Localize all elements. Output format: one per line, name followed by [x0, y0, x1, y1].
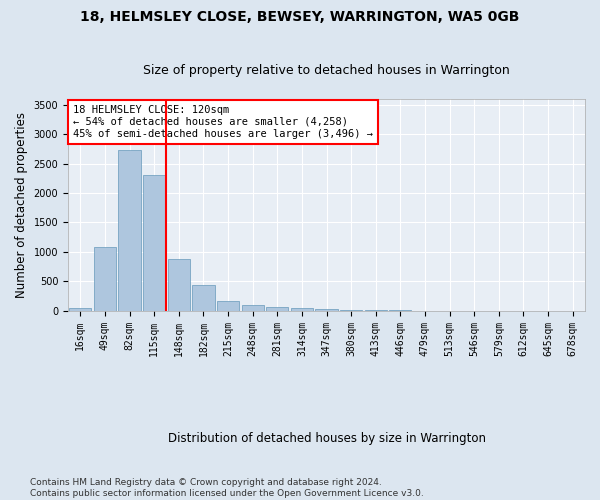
Bar [266, 307, 289, 310]
Bar [242, 305, 264, 310]
Bar [291, 308, 313, 310]
Title: Size of property relative to detached houses in Warrington: Size of property relative to detached ho… [143, 64, 510, 77]
Text: Contains HM Land Registry data © Crown copyright and database right 2024.
Contai: Contains HM Land Registry data © Crown c… [30, 478, 424, 498]
Bar [118, 150, 140, 310]
Bar [94, 246, 116, 310]
Y-axis label: Number of detached properties: Number of detached properties [15, 112, 28, 298]
Bar [69, 308, 91, 310]
Bar [193, 286, 215, 310]
Bar [168, 259, 190, 310]
Bar [217, 301, 239, 310]
X-axis label: Distribution of detached houses by size in Warrington: Distribution of detached houses by size … [167, 432, 485, 445]
Text: 18 HELMSLEY CLOSE: 120sqm
← 54% of detached houses are smaller (4,258)
45% of se: 18 HELMSLEY CLOSE: 120sqm ← 54% of detac… [73, 106, 373, 138]
Text: 18, HELMSLEY CLOSE, BEWSEY, WARRINGTON, WA5 0GB: 18, HELMSLEY CLOSE, BEWSEY, WARRINGTON, … [80, 10, 520, 24]
Bar [143, 176, 165, 310]
Bar [316, 309, 338, 310]
